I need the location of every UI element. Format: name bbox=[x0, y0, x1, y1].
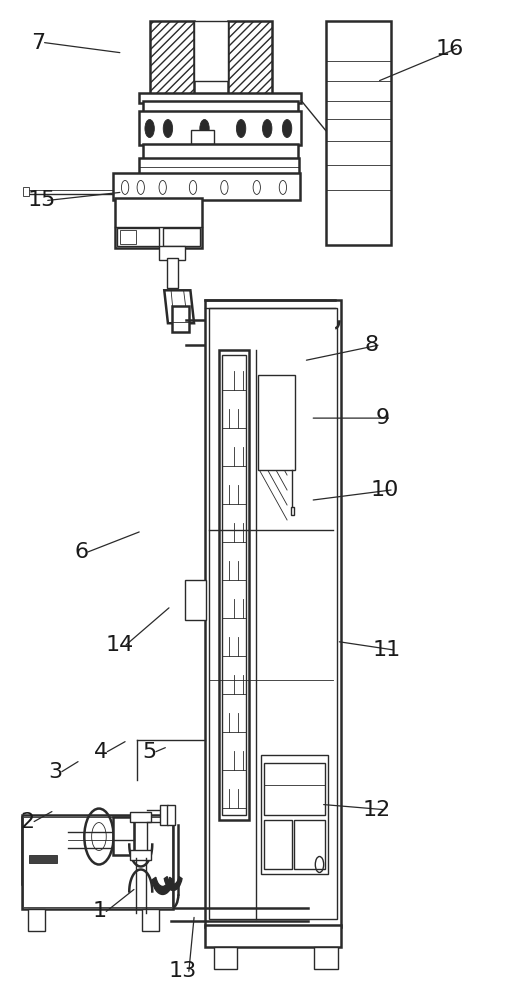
Bar bbox=[312, 373, 314, 395]
Text: 8: 8 bbox=[365, 335, 379, 355]
Text: 6: 6 bbox=[74, 542, 89, 562]
Bar bbox=[28, 909, 45, 931]
Text: 16: 16 bbox=[436, 39, 464, 59]
Bar bbox=[324, 373, 326, 395]
Bar bbox=[115, 198, 202, 248]
Bar bbox=[321, 373, 323, 395]
Bar bbox=[291, 376, 305, 388]
Bar bbox=[315, 373, 317, 395]
Bar bbox=[228, 21, 272, 96]
Bar bbox=[172, 306, 189, 332]
Bar bbox=[150, 21, 194, 96]
Bar bbox=[143, 101, 298, 113]
Text: 10: 10 bbox=[370, 480, 399, 500]
Bar bbox=[294, 820, 325, 869]
Bar bbox=[184, 580, 205, 620]
Bar bbox=[159, 246, 184, 260]
Bar bbox=[214, 947, 237, 969]
Text: 14: 14 bbox=[106, 635, 134, 655]
Bar bbox=[23, 817, 172, 907]
Bar bbox=[23, 187, 29, 196]
Circle shape bbox=[145, 120, 155, 138]
Bar bbox=[160, 805, 168, 825]
Bar bbox=[142, 909, 159, 931]
Bar bbox=[309, 373, 311, 395]
Bar bbox=[204, 300, 342, 927]
Circle shape bbox=[236, 120, 246, 138]
Bar bbox=[305, 373, 308, 395]
Bar bbox=[326, 21, 391, 245]
Text: 12: 12 bbox=[363, 800, 391, 820]
Bar bbox=[222, 355, 246, 815]
Bar bbox=[209, 308, 337, 919]
Bar bbox=[293, 375, 303, 400]
Text: 9: 9 bbox=[375, 408, 389, 428]
Bar bbox=[130, 812, 151, 822]
Bar bbox=[167, 805, 174, 825]
Text: 7: 7 bbox=[31, 33, 46, 53]
Text: 5: 5 bbox=[143, 742, 157, 762]
Bar bbox=[191, 130, 214, 144]
Bar bbox=[258, 375, 296, 470]
Text: 15: 15 bbox=[27, 190, 56, 210]
Bar bbox=[314, 947, 338, 969]
Text: 1: 1 bbox=[93, 901, 107, 921]
Bar bbox=[113, 817, 134, 855]
Bar bbox=[204, 925, 342, 947]
Bar bbox=[261, 755, 328, 874]
Bar bbox=[143, 144, 298, 160]
Circle shape bbox=[263, 120, 272, 138]
Circle shape bbox=[200, 120, 209, 138]
Bar bbox=[130, 850, 151, 859]
Bar bbox=[291, 507, 294, 515]
Circle shape bbox=[163, 120, 172, 138]
Text: 2: 2 bbox=[21, 812, 35, 832]
Text: 11: 11 bbox=[372, 640, 400, 660]
Bar bbox=[194, 21, 228, 81]
Text: 3: 3 bbox=[49, 762, 63, 782]
Text: 4: 4 bbox=[94, 742, 108, 762]
Bar bbox=[139, 93, 301, 103]
Bar bbox=[318, 373, 320, 395]
Bar bbox=[120, 230, 136, 244]
Text: 13: 13 bbox=[168, 961, 196, 981]
Bar bbox=[139, 158, 299, 175]
Bar bbox=[29, 855, 57, 863]
Bar bbox=[167, 258, 178, 288]
Bar bbox=[139, 111, 301, 145]
Bar bbox=[219, 350, 249, 820]
Bar bbox=[113, 173, 300, 200]
Bar bbox=[21, 817, 68, 884]
Bar bbox=[163, 228, 200, 246]
Bar bbox=[21, 815, 173, 909]
Circle shape bbox=[282, 120, 292, 138]
Bar bbox=[264, 763, 325, 815]
Bar bbox=[264, 820, 292, 869]
Bar bbox=[117, 228, 159, 246]
Wedge shape bbox=[152, 877, 173, 894]
Wedge shape bbox=[165, 877, 182, 890]
